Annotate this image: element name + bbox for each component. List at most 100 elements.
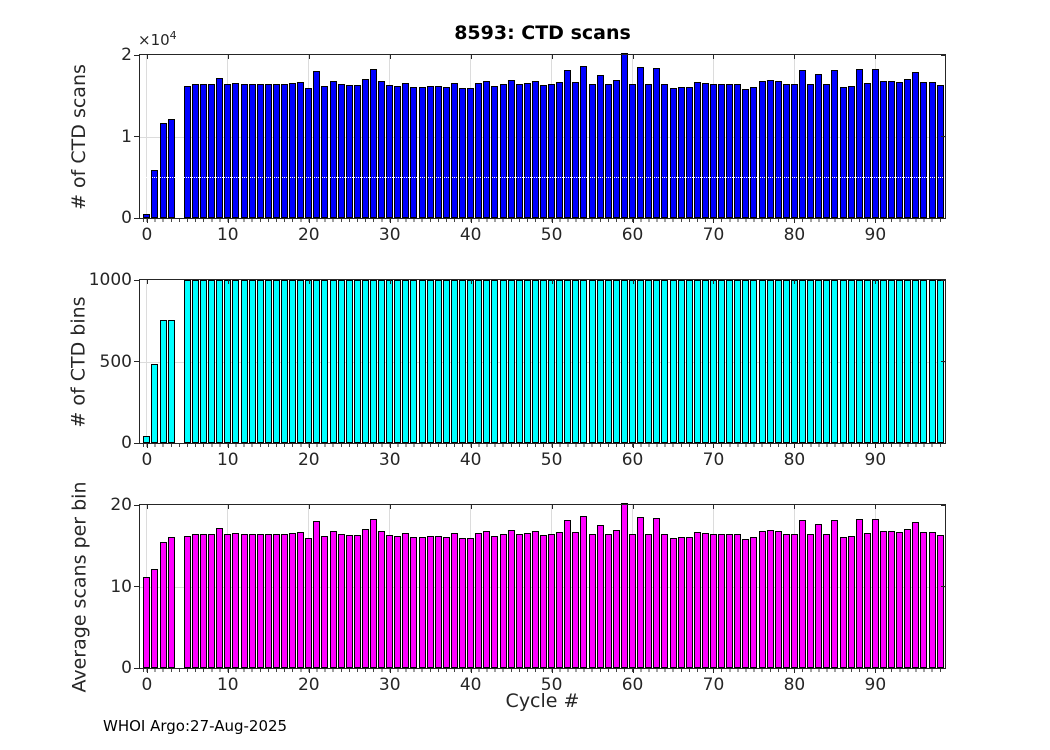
bar-cycle-57 [604, 533, 612, 668]
bar-cycle-87 [847, 535, 855, 668]
bar-cycle-29 [378, 531, 386, 668]
bar-cycle-53 [572, 81, 580, 218]
bar-cycle-92 [888, 81, 896, 218]
bar-cycle-1 [151, 169, 159, 218]
x-tick-label: 40 [459, 225, 482, 245]
x-tick-mark-top [551, 505, 553, 509]
bar-cycle-40 [467, 280, 475, 443]
bar-cycle-8 [208, 280, 216, 443]
x-tick-mark-top [308, 55, 310, 59]
bar-cycle-40 [467, 87, 475, 218]
bar-cycle-9 [216, 77, 224, 218]
bar-cycle-71 [718, 534, 726, 668]
bar-cycle-23 [329, 531, 337, 668]
bar-cycle-1 [151, 568, 159, 668]
x-tick-label: 60 [621, 225, 644, 245]
bar-cycle-88 [855, 68, 863, 218]
bar-cycle-51 [556, 280, 564, 443]
bar-cycle-26 [353, 280, 361, 443]
bar-cycle-13 [248, 280, 256, 443]
bar-cycle-89 [863, 280, 871, 443]
bar-cycle-36 [434, 280, 442, 443]
bar-cycle-98 [936, 535, 944, 668]
x-tick-mark-top [389, 505, 391, 509]
bar-cycle-17 [280, 84, 288, 218]
bar-cycle-22 [321, 85, 329, 218]
bar-cycle-92 [888, 280, 896, 443]
x-tick-label: 70 [702, 675, 725, 695]
bar-cycle-24 [337, 534, 345, 668]
x-tick-mark-top [470, 55, 472, 59]
bar-cycle-45 [507, 80, 515, 218]
bar-cycle-43 [491, 85, 499, 218]
bar-cycle-96 [920, 531, 928, 668]
bar-cycle-5 [183, 280, 191, 443]
bar-cycle-67 [685, 86, 693, 218]
x-tick-mark [470, 443, 472, 448]
bar-cycle-74 [742, 280, 750, 443]
bar-cycle-63 [653, 280, 661, 443]
bar-cycle-73 [734, 84, 742, 218]
bar-cycle-83 [815, 73, 823, 218]
x-minor-ticks [140, 219, 945, 222]
bar-cycle-48 [531, 531, 539, 668]
bar-cycle-0 [143, 576, 151, 668]
bar-cycle-81 [799, 280, 807, 443]
bar-cycle-56 [596, 525, 604, 668]
bar-cycle-93 [896, 81, 904, 218]
bar-cycle-79 [782, 84, 790, 218]
bar-cycle-2 [159, 122, 167, 218]
bar-cycle-44 [499, 280, 507, 443]
bar-cycle-85 [831, 69, 839, 218]
x-tick-label: 90 [864, 225, 887, 245]
bar-cycle-52 [564, 280, 572, 443]
x-tick-mark-top [794, 505, 796, 509]
x-tick-mark [389, 668, 391, 673]
x-tick-label: 30 [378, 450, 401, 470]
bar-cycle-43 [491, 280, 499, 443]
x-tick-label: 80 [783, 675, 806, 695]
y-tick-mark-right [941, 136, 945, 137]
bar-cycle-16 [272, 533, 280, 668]
x-tick-mark [794, 218, 796, 223]
bar-cycle-12 [240, 84, 248, 218]
x-tick-mark [470, 668, 472, 673]
bar-cycle-95 [912, 522, 920, 668]
bar-cycle-42 [483, 531, 491, 668]
bar-cycle-69 [701, 532, 709, 668]
bar-cycle-33 [410, 280, 418, 443]
x-tick-label: 30 [378, 675, 401, 695]
x-tick-label: 90 [864, 450, 887, 470]
bar-cycle-32 [402, 532, 410, 668]
bar-cycle-69 [701, 280, 709, 443]
bar-cycle-82 [807, 84, 815, 218]
x-tick-mark-top [227, 505, 229, 509]
bar-cycle-45 [507, 280, 515, 443]
x-tick-mark-top [713, 55, 715, 59]
bar-cycle-39 [459, 538, 467, 668]
bar-cycle-68 [693, 280, 701, 443]
bar-cycle-31 [394, 280, 402, 443]
bar-cycle-35 [426, 280, 434, 443]
bar-cycle-10 [224, 534, 232, 668]
bar-cycle-63 [653, 68, 661, 218]
bar-cycle-38 [450, 82, 458, 218]
bar-cycle-7 [200, 83, 208, 218]
bar-cycle-26 [353, 535, 361, 668]
bar-cycle-13 [248, 533, 256, 668]
bar-cycle-13 [248, 83, 256, 218]
bar-cycle-47 [523, 532, 531, 668]
bar-cycle-7 [200, 533, 208, 668]
bar-cycle-46 [515, 534, 523, 668]
bar-cycle-67 [685, 280, 693, 443]
x-tick-label: 80 [783, 450, 806, 470]
bar-cycle-95 [912, 72, 920, 218]
x-tick-mark-top [227, 280, 229, 284]
bar-cycle-69 [701, 82, 709, 218]
x-tick-mark [470, 218, 472, 223]
bar-cycle-62 [645, 84, 653, 218]
bar-cycle-14 [256, 280, 264, 443]
bar-cycle-75 [750, 536, 758, 668]
bar-cycle-86 [839, 536, 847, 668]
bar-cycle-25 [345, 535, 353, 668]
